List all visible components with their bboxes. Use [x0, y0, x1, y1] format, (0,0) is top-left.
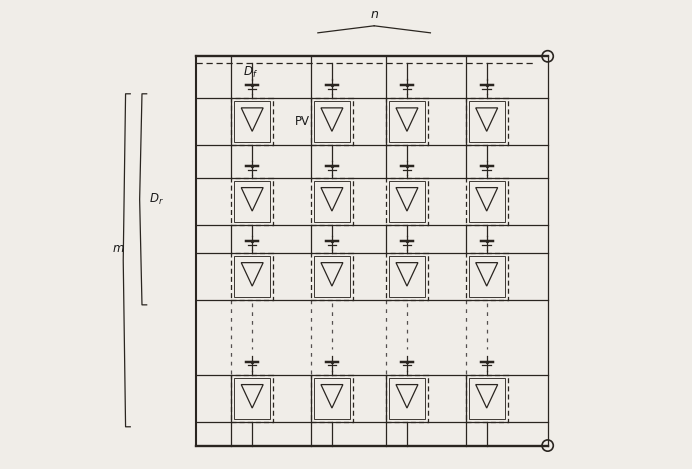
- Text: $D_r$: $D_r$: [149, 192, 163, 207]
- Text: $m$: $m$: [112, 242, 125, 255]
- Text: PV: PV: [294, 115, 309, 129]
- Text: n: n: [370, 8, 378, 21]
- Text: $D_f$: $D_f$: [243, 65, 258, 80]
